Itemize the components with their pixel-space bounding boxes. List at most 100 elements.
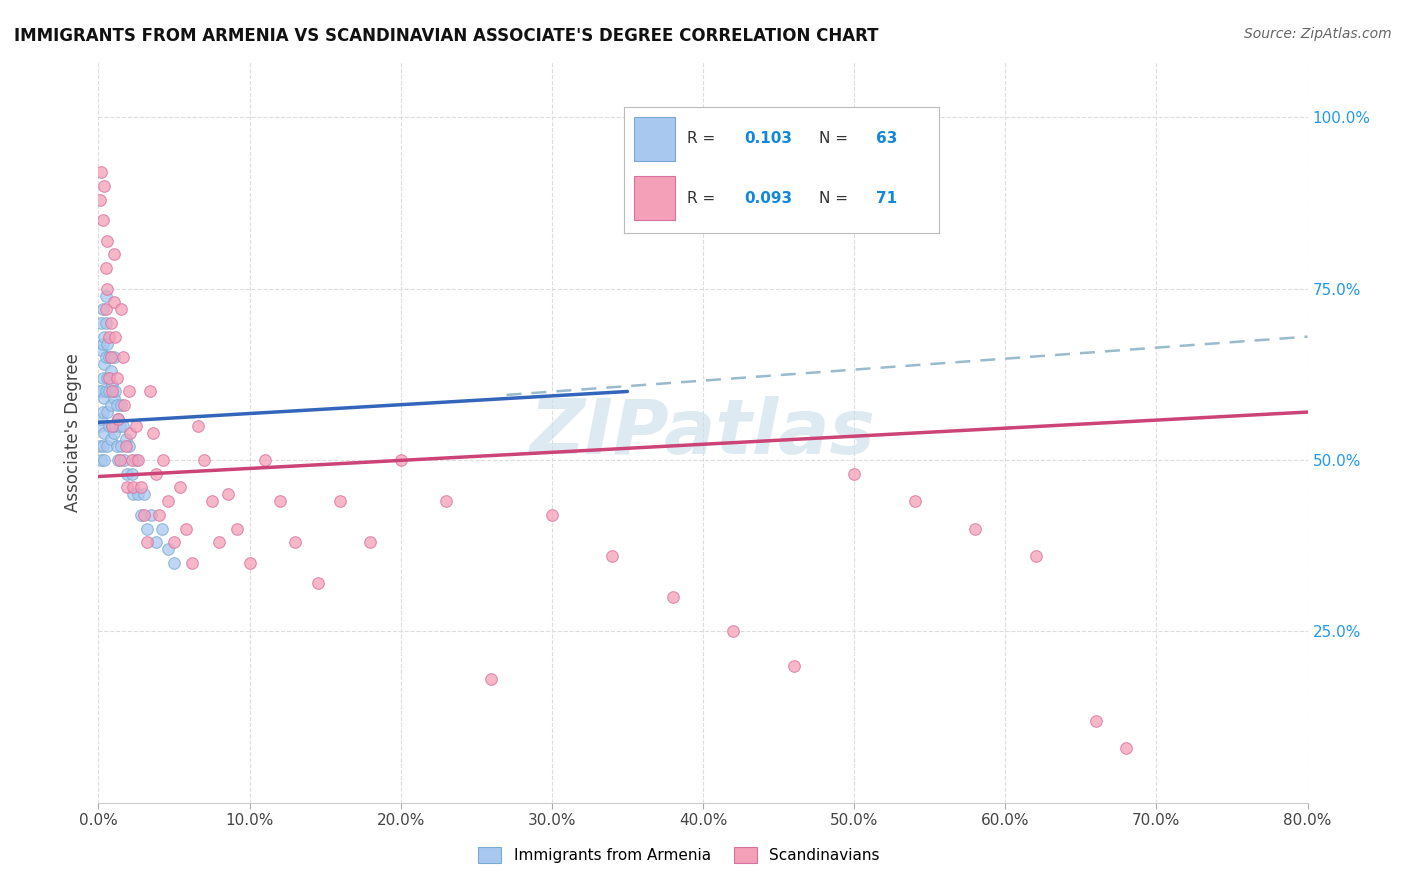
Point xyxy=(145,467,167,481)
Y-axis label: Associate's Degree: Associate's Degree xyxy=(65,353,83,512)
Point xyxy=(96,439,118,453)
Point xyxy=(226,522,249,536)
Point xyxy=(103,392,125,406)
Point xyxy=(107,453,129,467)
Point xyxy=(90,412,112,426)
Point xyxy=(723,624,745,639)
Point xyxy=(96,282,118,296)
Point xyxy=(93,178,115,193)
Point xyxy=(94,316,117,330)
Point xyxy=(98,350,121,364)
Point xyxy=(94,350,117,364)
Point xyxy=(120,425,142,440)
Point xyxy=(96,371,118,385)
Point xyxy=(104,418,127,433)
Point xyxy=(91,336,114,351)
Point xyxy=(253,453,276,467)
Point xyxy=(169,480,191,494)
Point xyxy=(110,439,132,453)
Point xyxy=(540,508,562,522)
Point xyxy=(187,418,209,433)
Point xyxy=(112,398,135,412)
Point xyxy=(434,494,457,508)
Point xyxy=(98,418,121,433)
Point xyxy=(269,494,291,508)
Point xyxy=(132,487,155,501)
Point xyxy=(91,213,114,227)
Point xyxy=(91,405,114,419)
Point xyxy=(94,384,117,399)
Point xyxy=(110,302,132,317)
Point xyxy=(127,453,149,467)
Point xyxy=(201,494,224,508)
Point xyxy=(1115,741,1137,756)
Text: IMMIGRANTS FROM ARMENIA VS SCANDINAVIAN ASSOCIATE'S DEGREE CORRELATION CHART: IMMIGRANTS FROM ARMENIA VS SCANDINAVIAN … xyxy=(14,27,879,45)
Point xyxy=(98,329,121,343)
Point xyxy=(152,453,174,467)
Point xyxy=(103,425,125,440)
Point xyxy=(101,418,124,433)
Point xyxy=(111,350,134,364)
Point xyxy=(125,418,148,433)
Point xyxy=(100,433,122,447)
Point xyxy=(122,487,145,501)
Point xyxy=(142,425,165,440)
Point xyxy=(129,480,152,494)
Point xyxy=(329,494,352,508)
Point xyxy=(93,453,115,467)
Point xyxy=(93,357,115,371)
Point xyxy=(104,329,127,343)
Point xyxy=(661,590,683,604)
Point xyxy=(904,494,927,508)
Point xyxy=(90,453,112,467)
Point xyxy=(125,453,148,467)
Point xyxy=(94,288,117,302)
Point xyxy=(129,508,152,522)
Point xyxy=(103,350,125,364)
Point xyxy=(114,433,136,447)
Point xyxy=(108,453,131,467)
Point xyxy=(115,467,138,481)
Point xyxy=(844,467,866,481)
Point xyxy=(135,535,157,549)
Point xyxy=(481,673,503,687)
Point xyxy=(115,480,138,494)
Point xyxy=(110,398,132,412)
Point xyxy=(360,535,382,549)
Point xyxy=(105,398,128,412)
Point xyxy=(90,343,112,358)
Point xyxy=(100,350,122,364)
Point xyxy=(94,302,117,317)
Point xyxy=(103,295,125,310)
Point xyxy=(284,535,307,549)
Point xyxy=(139,384,162,399)
Point xyxy=(103,247,125,261)
Point xyxy=(193,453,215,467)
Point xyxy=(93,425,115,440)
Point xyxy=(965,522,987,536)
Point xyxy=(602,549,624,563)
Point xyxy=(389,453,412,467)
Point xyxy=(111,418,134,433)
Point xyxy=(98,371,121,385)
Point xyxy=(181,556,204,570)
Point xyxy=(100,316,122,330)
Point xyxy=(135,522,157,536)
Point xyxy=(112,453,135,467)
Point xyxy=(107,412,129,426)
Point xyxy=(121,467,143,481)
Point xyxy=(100,398,122,412)
Legend: Immigrants from Armenia, Scandinavians: Immigrants from Armenia, Scandinavians xyxy=(472,841,886,869)
Point xyxy=(89,439,111,453)
Point xyxy=(132,508,155,522)
Point xyxy=(98,384,121,399)
Point xyxy=(91,439,114,453)
Point xyxy=(141,508,163,522)
Point xyxy=(108,418,131,433)
Point xyxy=(127,487,149,501)
Point xyxy=(307,576,329,591)
Point xyxy=(90,316,112,330)
Point xyxy=(104,384,127,399)
Point xyxy=(145,535,167,549)
Point xyxy=(101,377,124,392)
